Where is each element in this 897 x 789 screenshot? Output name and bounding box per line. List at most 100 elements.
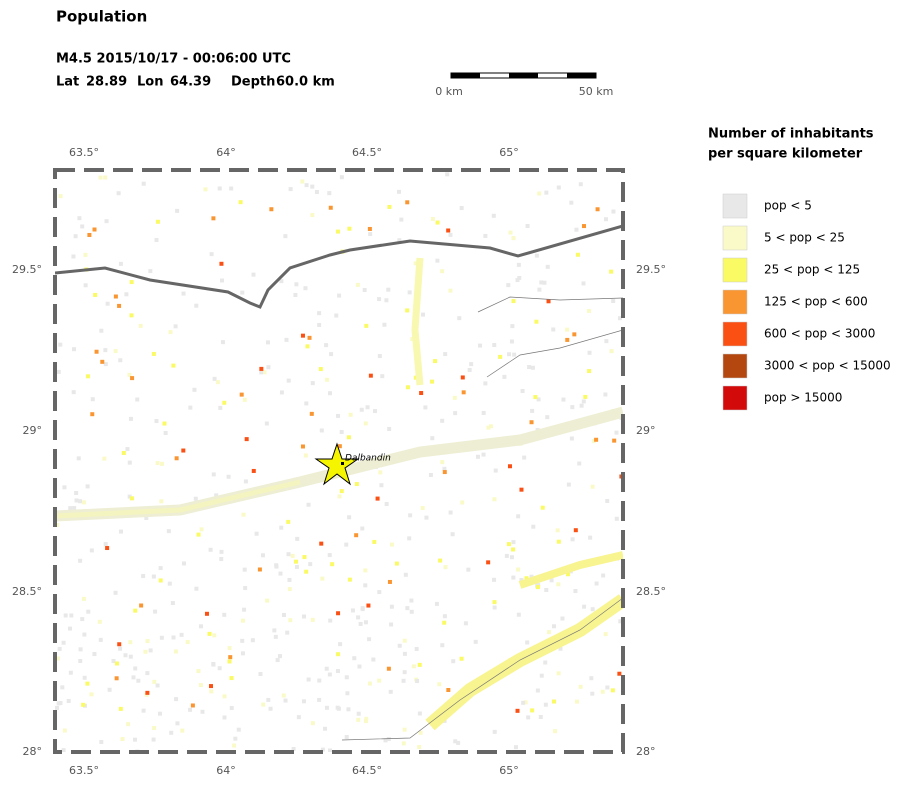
population-cell (219, 278, 224, 283)
city-marker (341, 462, 344, 465)
population-cell (143, 649, 148, 654)
population-cell (339, 175, 344, 180)
population-cell (384, 502, 389, 507)
lon-label: 65° (499, 764, 519, 777)
population-cell (352, 656, 357, 661)
population-cell (418, 730, 423, 735)
population-cell (509, 555, 514, 560)
population-cell (124, 292, 129, 297)
population-cell (323, 726, 328, 731)
population-cell (467, 367, 472, 372)
population-cell (136, 678, 141, 683)
population-cell (405, 200, 410, 205)
population-cell (419, 391, 424, 396)
population-cell (402, 727, 407, 732)
population-cell (264, 421, 269, 426)
population-cell (308, 562, 313, 567)
lat: 28.89 (86, 75, 127, 90)
population-cell (506, 283, 511, 288)
population-cell (551, 699, 556, 704)
population-cell (307, 335, 312, 340)
population-cell (244, 437, 249, 442)
legend-swatch (722, 385, 748, 411)
population-cell (277, 654, 282, 659)
population-cell (148, 269, 153, 274)
population-cell (283, 234, 288, 239)
population-cell (386, 287, 391, 292)
population-cell (344, 542, 349, 547)
population-cell (409, 598, 414, 603)
population-cell (90, 397, 95, 402)
population-cell (443, 565, 448, 570)
population-cell (55, 522, 60, 527)
population-cell (123, 653, 128, 658)
population-cell (350, 608, 355, 613)
population-cell (181, 291, 186, 296)
population-cell (569, 436, 574, 441)
population-cell (590, 691, 595, 696)
population-cell (601, 573, 606, 578)
population-cell (327, 672, 332, 677)
population-cell (173, 649, 178, 654)
population-cell (483, 381, 488, 386)
population-cell (317, 322, 322, 327)
population-cell (120, 737, 125, 742)
population-cell (317, 697, 322, 702)
population-cell (227, 646, 232, 651)
population-cell (536, 397, 541, 402)
population-cell (133, 666, 138, 671)
population-cell (194, 586, 199, 591)
population-cell (324, 705, 329, 710)
population-cell (463, 621, 468, 626)
population-cell (377, 590, 382, 595)
population-cell (105, 301, 110, 306)
population-cell (222, 400, 227, 405)
population-cell (442, 466, 447, 471)
population-cell (66, 698, 71, 703)
population-cell (220, 340, 225, 345)
population-cell (517, 275, 522, 280)
population-cell (537, 191, 542, 196)
population-cell (113, 590, 118, 595)
population-cell (242, 567, 247, 572)
population-cell (335, 705, 340, 710)
population-cell (319, 428, 324, 433)
population-cell (199, 527, 204, 532)
population-cell (127, 460, 132, 465)
population-cell (379, 483, 384, 488)
population-cell (81, 702, 86, 707)
population-cell (445, 172, 450, 177)
population-cell (492, 342, 497, 347)
population-cell (560, 616, 565, 621)
population-cell (281, 612, 286, 617)
population-cell (320, 747, 325, 752)
population-cell (242, 397, 247, 402)
population-cell (486, 560, 491, 565)
population-cell (453, 739, 458, 744)
population-cell (551, 624, 556, 629)
population-cell (573, 528, 578, 533)
population-cell (174, 697, 179, 702)
population-cell (56, 369, 61, 374)
population-cell (512, 352, 517, 357)
population-cell (219, 549, 224, 554)
legend-label: pop > 15000 (764, 391, 842, 405)
population-cell (175, 208, 180, 213)
population-cell (310, 721, 315, 726)
population-cell (354, 482, 359, 487)
population-cell (402, 651, 407, 656)
population-cell (103, 175, 108, 180)
population-cell (278, 571, 283, 576)
population-cell (387, 204, 392, 209)
population-cell (214, 493, 219, 498)
population-cell (273, 634, 278, 639)
population-cell (407, 536, 412, 541)
population-cell (377, 678, 382, 683)
population-cell (430, 216, 435, 221)
population-cell (145, 671, 150, 676)
population-cell (78, 659, 83, 664)
population-cell (549, 578, 554, 583)
legend-label: 25 < pop < 125 (764, 263, 860, 277)
population-cell (442, 614, 447, 619)
population-cell (530, 708, 535, 713)
